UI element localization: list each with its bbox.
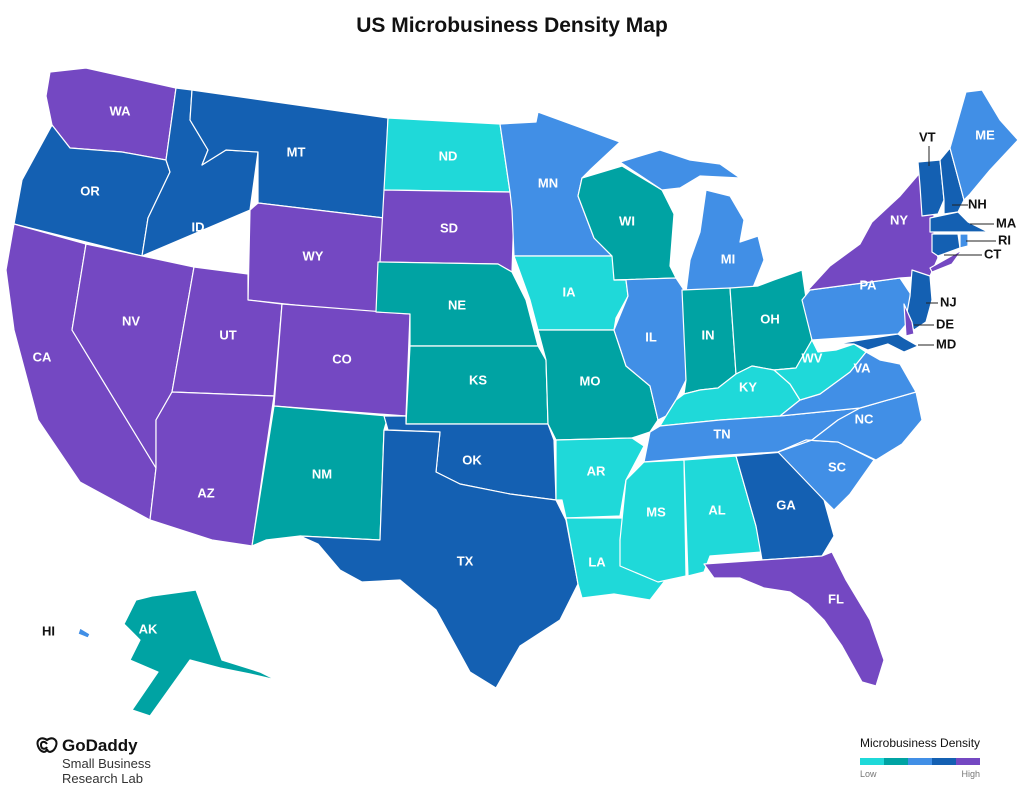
- legend-title: Microbusiness Density: [860, 736, 981, 750]
- state-label-OR: OR: [80, 183, 100, 198]
- state-label-DE: DE: [936, 316, 954, 331]
- state-label-WY: WY: [303, 248, 324, 263]
- state-MD[interactable]: [835, 333, 919, 353]
- state-label-ID: ID: [192, 219, 205, 234]
- state-label-NH: NH: [968, 196, 987, 211]
- legend-ends: Low High: [860, 769, 980, 779]
- state-label-NJ: NJ: [940, 294, 957, 309]
- state-label-NV: NV: [122, 313, 140, 328]
- state-label-IL: IL: [645, 329, 657, 344]
- state-label-VA: VA: [853, 360, 871, 375]
- state-label-PA: PA: [859, 277, 877, 292]
- state-AK[interactable]: [123, 589, 277, 717]
- state-RI[interactable]: [959, 233, 969, 249]
- state-label-SD: SD: [440, 220, 458, 235]
- state-label-VT: VT: [919, 129, 936, 144]
- state-label-CO: CO: [332, 351, 352, 366]
- legend-color-bar: [860, 758, 980, 765]
- state-label-HI: HI: [42, 623, 55, 638]
- state-label-RI: RI: [998, 232, 1011, 247]
- state-label-MN: MN: [538, 175, 558, 190]
- state-label-LA: LA: [588, 554, 606, 569]
- state-label-AZ: AZ: [197, 485, 214, 500]
- legend: Microbusiness Density Low High: [860, 736, 990, 779]
- legend-swatch-1: [860, 758, 884, 765]
- state-NJ[interactable]: [905, 269, 933, 331]
- state-label-UT: UT: [219, 327, 236, 342]
- state-AR[interactable]: [555, 437, 645, 519]
- state-label-MT: MT: [287, 144, 306, 159]
- state-label-IN: IN: [702, 327, 715, 342]
- state-HI[interactable]: [77, 627, 91, 639]
- state-label-MO: MO: [580, 373, 601, 388]
- state-WV[interactable]: [773, 339, 867, 401]
- state-label-AK: AK: [139, 621, 158, 636]
- state-label-MS: MS: [646, 504, 666, 519]
- state-ME[interactable]: [949, 89, 1019, 201]
- legend-swatch-4: [932, 758, 956, 765]
- state-label-NC: NC: [855, 411, 874, 426]
- brand-subtitle-line2: Research Lab: [62, 771, 143, 786]
- state-label-CT: CT: [984, 246, 1001, 261]
- state-label-CA: CA: [33, 349, 52, 364]
- state-TX[interactable]: [299, 429, 579, 689]
- legend-swatch-2: [884, 758, 908, 765]
- brand-name: GoDaddy: [36, 736, 151, 756]
- brand-subtitle-line1: Small Business: [62, 756, 151, 771]
- godaddy-logo-icon: [36, 737, 58, 753]
- state-label-KY: KY: [739, 379, 757, 394]
- state-label-TX: TX: [457, 553, 474, 568]
- state-label-OH: OH: [760, 311, 780, 326]
- state-label-AR: AR: [587, 463, 606, 478]
- state-DE[interactable]: [903, 303, 915, 337]
- state-label-KS: KS: [469, 372, 487, 387]
- state-label-MD: MD: [936, 336, 956, 351]
- state-label-OK: OK: [462, 452, 482, 467]
- legend-low-label: Low: [860, 769, 877, 779]
- state-FL[interactable]: [703, 551, 885, 687]
- leader-lines: [914, 146, 996, 346]
- state-label-IA: IA: [563, 284, 577, 299]
- brand-name-text: GoDaddy: [62, 736, 138, 755]
- state-label-WI: WI: [619, 213, 635, 228]
- state-MA[interactable]: [929, 211, 989, 233]
- state-MS[interactable]: [619, 459, 687, 583]
- state-label-NE: NE: [448, 297, 466, 312]
- state-label-ME: ME: [975, 127, 995, 142]
- state-label-AL: AL: [708, 502, 725, 517]
- state-label-ND: ND: [439, 148, 458, 163]
- state-label-NM: NM: [312, 466, 332, 481]
- state-label-TN: TN: [713, 426, 730, 441]
- state-MI[interactable]: [685, 189, 765, 293]
- state-label-MA: MA: [996, 215, 1017, 230]
- state-label-MI: MI: [721, 251, 735, 266]
- legend-swatch-3: [908, 758, 932, 765]
- brand-block: GoDaddy Small Business Research Lab: [36, 736, 151, 786]
- state-label-WA: WA: [110, 103, 132, 118]
- state-label-WV: WV: [802, 350, 823, 365]
- state-label-FL: FL: [828, 591, 844, 606]
- state-label-GA: GA: [776, 497, 796, 512]
- state-NC[interactable]: [777, 391, 923, 461]
- legend-high-label: High: [961, 769, 980, 779]
- state-label-NY: NY: [890, 212, 908, 227]
- state-AZ[interactable]: [149, 391, 275, 547]
- state-MI-up[interactable]: [619, 149, 741, 191]
- state-VT[interactable]: [917, 159, 945, 217]
- map-title: US Microbusiness Density Map: [356, 14, 668, 37]
- legend-swatch-5: [956, 758, 980, 765]
- state-CT[interactable]: [931, 233, 961, 257]
- state-label-SC: SC: [828, 459, 847, 474]
